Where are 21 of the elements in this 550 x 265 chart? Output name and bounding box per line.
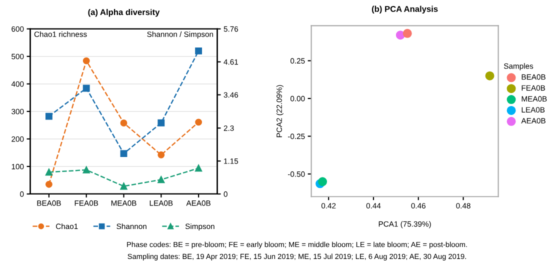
point	[195, 47, 202, 54]
point	[485, 71, 494, 80]
point	[318, 177, 328, 186]
point	[396, 30, 405, 40]
point	[45, 180, 52, 188]
point	[120, 120, 128, 126]
point	[45, 168, 52, 176]
point	[402, 28, 412, 38]
point	[195, 118, 202, 126]
point	[120, 182, 128, 190]
chart-title: (a) Alpha diversity	[88, 8, 160, 17]
point	[158, 119, 165, 126]
point	[158, 176, 165, 184]
point	[195, 164, 202, 172]
point	[158, 151, 165, 158]
point	[120, 150, 128, 158]
point	[45, 112, 52, 120]
chart-title: (b) PCA Analysis	[372, 6, 438, 14]
point	[82, 166, 90, 174]
point	[82, 84, 90, 92]
point	[82, 57, 90, 64]
